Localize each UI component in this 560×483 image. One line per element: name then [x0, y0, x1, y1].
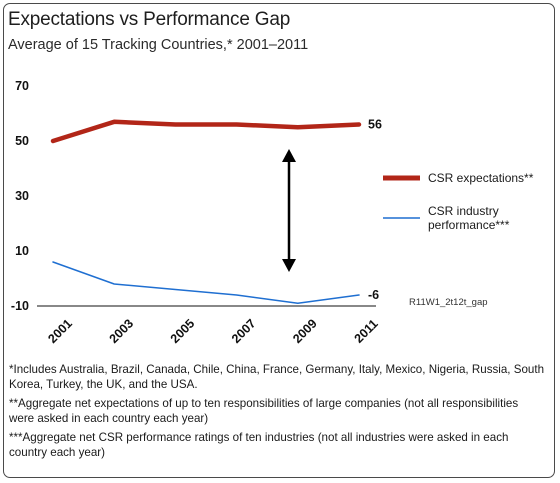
y-tick-label: 50 — [15, 134, 29, 148]
legend-label-expectations: CSR expectations** — [428, 171, 534, 185]
gap-arrow-head-up — [282, 149, 296, 162]
chart-code: R11W1_2t12t_gap — [409, 297, 488, 308]
x-tick-label: 2009 — [290, 316, 320, 346]
x-tick-label: 2003 — [107, 316, 137, 346]
y-tick-label: 70 — [15, 79, 29, 93]
series-line-expectations — [50, 119, 362, 144]
legend: CSR expectations** CSR industryperformanc… — [383, 171, 534, 232]
footnotes: *Includes Australia, Brazil, Canada, Chi… — [9, 362, 545, 464]
chart-frame — [3, 3, 555, 478]
end-label-performance: -6 — [368, 288, 379, 302]
series-end-labels: 56 -6 — [368, 118, 382, 303]
line-chart: 70 50 30 10 -10 2001 2003 2005 2007 2009 2011 56 -… — [11, 79, 534, 346]
series-line-performance — [52, 261, 360, 305]
y-tick-label: 30 — [15, 189, 29, 203]
x-tick-label: 2001 — [45, 316, 75, 346]
legend-label-performance: performance*** — [428, 218, 510, 232]
y-axis-ticks: 70 50 30 10 -10 — [11, 79, 29, 313]
chart-title: Expectations vs Performance Gap — [8, 9, 291, 30]
end-label-expectations: 56 — [368, 118, 382, 132]
footnote-expectations: **Aggregate net expectations of up to te… — [9, 397, 519, 425]
y-tick-label: 10 — [15, 244, 29, 258]
gap-arrow — [282, 149, 296, 272]
x-axis-ticks: 2001 2003 2005 2007 2009 2011 — [45, 316, 380, 346]
legend-label-performance: CSR industry — [428, 204, 499, 218]
footnote-countries: *Includes Australia, Brazil, Canada, Chi… — [9, 363, 545, 391]
series-lines — [50, 119, 362, 305]
x-tick-label: 2005 — [168, 316, 198, 346]
gap-arrow-head-down — [282, 259, 296, 272]
x-tick-label: 2007 — [229, 316, 259, 346]
footnote-performance: ***Aggregate net CSR performance ratings… — [9, 431, 509, 459]
chart-subtitle: Average of 15 Tracking Countries,* 2001–… — [8, 37, 309, 53]
y-tick-label: -10 — [11, 299, 29, 313]
x-tick-label: 2011 — [352, 317, 381, 346]
